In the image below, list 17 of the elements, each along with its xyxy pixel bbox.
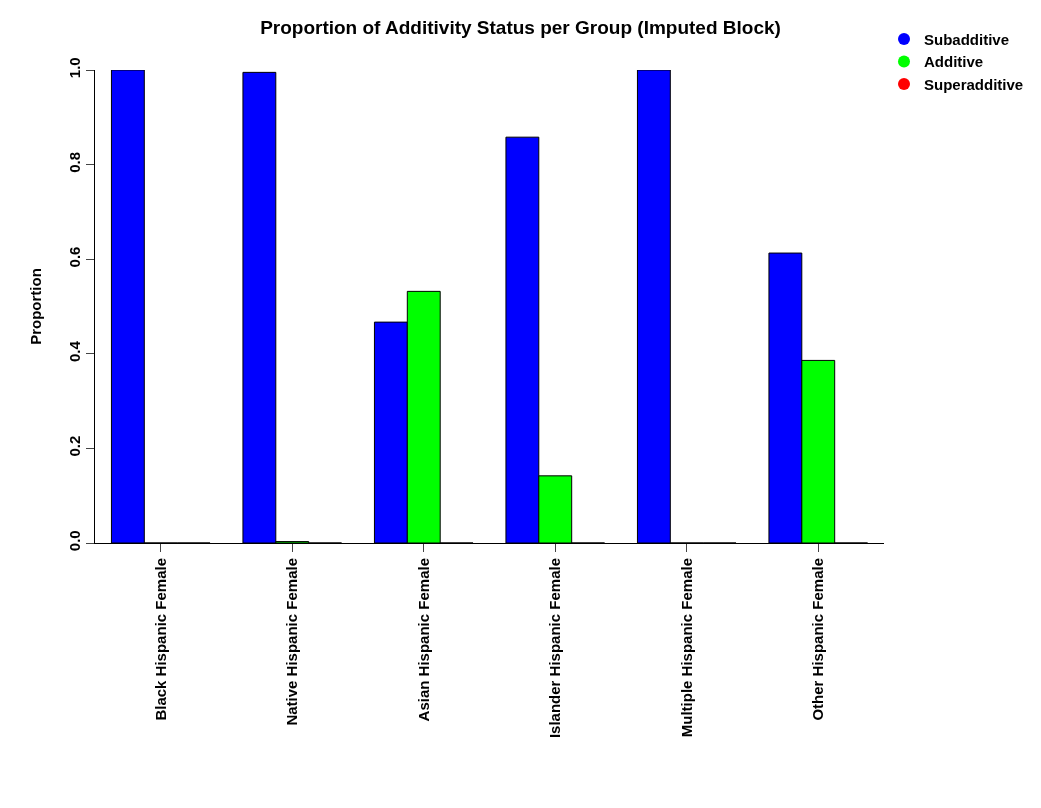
legend-label: Subadditive (924, 30, 1010, 48)
x-tick-label: Multiple Hispanic Female (677, 558, 695, 738)
y-tick-label: 0.0 (66, 530, 83, 552)
y-tick-label: 0.8 (66, 151, 83, 173)
y-tick-label: 0.2 (66, 435, 83, 457)
x-tick-label: Black Hispanic Female (151, 558, 169, 721)
chart-title: Proportion of Additivity Status per Group (Imputed Block) (260, 16, 781, 38)
y-tick-label: 0.4 (66, 340, 83, 362)
x-tick-label: Islander Hispanic Female (546, 558, 564, 739)
y-axis-title: Proportion (27, 268, 45, 345)
legend-label: Superadditive (924, 75, 1024, 93)
y-tick-label: 0.6 (66, 246, 83, 268)
x-tick-label: Other Hispanic Female (809, 558, 827, 721)
x-tick-label: Asian Hispanic Female (414, 558, 432, 722)
y-tick-label: 1.0 (66, 57, 83, 79)
legend-label: Additive (924, 53, 984, 71)
x-tick-label: Native Hispanic Female (283, 558, 301, 726)
